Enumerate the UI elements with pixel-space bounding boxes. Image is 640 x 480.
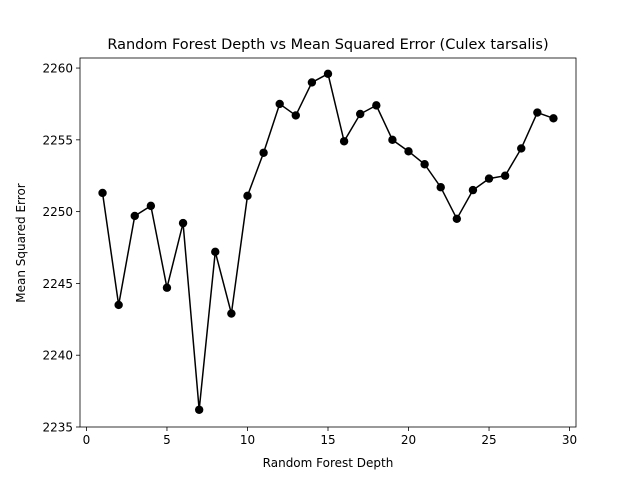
data-point	[420, 160, 429, 169]
plot-area	[79, 57, 577, 428]
y-tick-label: 2235	[42, 421, 73, 435]
data-point	[533, 108, 542, 117]
data-point	[227, 309, 236, 318]
y-tick-label: 2255	[42, 133, 73, 147]
data-point	[178, 218, 188, 228]
data-point	[468, 185, 478, 195]
data-point	[517, 144, 526, 153]
data-point	[323, 69, 333, 78]
y-tick-label: 2260	[42, 62, 73, 76]
data-point	[484, 174, 494, 183]
x-tick-label: 0	[83, 433, 91, 447]
x-tick-label: 15	[320, 433, 335, 447]
y-axis-ticks: 2235 2240 2245 2250 2255 2260	[42, 62, 80, 435]
y-tick-label: 2245	[42, 277, 73, 291]
data-point	[549, 114, 558, 123]
series-layer	[98, 69, 558, 414]
data-point	[114, 300, 123, 310]
data-point	[339, 137, 349, 146]
plot-frame	[79, 57, 577, 428]
data-point	[500, 171, 510, 180]
x-axis-ticks: 0 5 10 15 20 25 30	[83, 427, 577, 447]
x-tick-label: 5	[163, 433, 171, 447]
data-point	[404, 147, 413, 156]
data-point	[194, 405, 204, 414]
y-tick-label: 2240	[42, 349, 73, 363]
x-axis-label: Random Forest Depth	[263, 456, 394, 470]
data-point	[98, 188, 107, 198]
x-tick-label: 30	[562, 433, 577, 447]
x-tick-label: 25	[481, 433, 496, 447]
data-point	[307, 78, 317, 87]
data-point	[436, 183, 445, 192]
y-tick-label: 2250	[42, 205, 73, 219]
data-point	[388, 135, 397, 145]
series-line	[101, 72, 554, 410]
data-point	[146, 201, 156, 211]
data-point	[211, 247, 220, 257]
data-point	[372, 101, 381, 110]
chart-title: Random Forest Depth vs Mean Squared Erro…	[107, 37, 548, 53]
x-tick-label: 20	[401, 433, 416, 447]
y-axis-label: Mean Squared Error	[14, 183, 28, 303]
data-point	[452, 214, 462, 224]
data-point	[275, 99, 284, 109]
data-point	[259, 148, 268, 157]
data-point	[291, 111, 300, 120]
x-tick-label: 10	[240, 433, 255, 447]
data-point	[162, 283, 172, 292]
data-point	[130, 211, 139, 221]
data-point	[243, 191, 252, 201]
data-point	[356, 109, 365, 119]
